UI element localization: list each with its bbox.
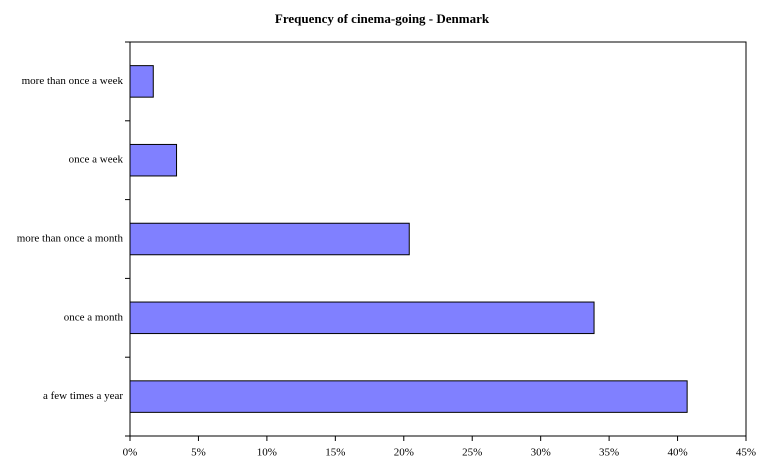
x-tick-label: 5% [191,447,206,459]
x-tick-label: 40% [667,447,687,459]
bar [129,143,178,177]
bar [129,65,154,98]
x-tick-label: 10% [257,447,277,459]
y-tick-label: a few times a year [43,390,123,402]
y-tick-label: once a month [64,311,124,323]
y-tick-label: once a week [69,154,124,166]
y-tick-label: more than once a month [17,233,124,245]
x-tick-label: 0% [123,447,138,459]
y-tick-label: more than once a week [22,75,124,87]
x-tick-label: 20% [394,447,414,459]
bar [129,380,688,413]
x-tick-label: 35% [599,447,619,459]
bar [129,301,595,335]
chart-title: Frequency of cinema-going - Denmark [275,11,490,26]
bar [129,222,410,256]
x-tick-label: 25% [462,447,482,459]
x-tick-label: 30% [531,447,551,459]
x-tick-label: 15% [325,447,345,459]
x-tick-label: 45% [736,447,756,459]
